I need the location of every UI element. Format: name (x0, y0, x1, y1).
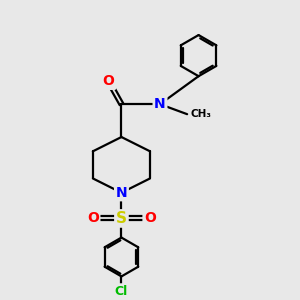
Text: N: N (116, 186, 127, 200)
Text: N: N (154, 97, 166, 111)
Text: O: O (103, 74, 115, 88)
Text: Cl: Cl (115, 285, 128, 298)
Text: CH₃: CH₃ (190, 109, 212, 119)
Text: O: O (87, 212, 99, 225)
Text: O: O (144, 212, 156, 225)
Text: S: S (116, 211, 127, 226)
